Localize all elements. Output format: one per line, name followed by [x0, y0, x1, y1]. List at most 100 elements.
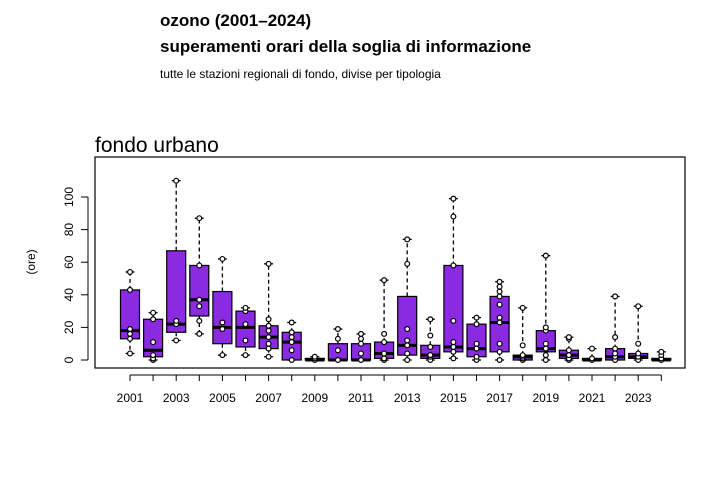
box-2007 — [258, 260, 279, 360]
y-axis: 0 20 40 60 80 100 — [62, 187, 89, 363]
data-point — [542, 352, 549, 359]
data-point — [196, 330, 203, 337]
box-2023 — [628, 303, 649, 364]
box-2010 — [327, 326, 348, 364]
box-iqr — [166, 250, 187, 333]
data-point — [588, 345, 595, 352]
data-point — [450, 339, 457, 346]
data-point — [265, 327, 272, 334]
box-2024 — [651, 348, 672, 364]
data-point — [496, 314, 503, 321]
data-point — [381, 355, 388, 362]
x-tick-label: 2005 — [209, 391, 236, 405]
box-2004 — [189, 215, 210, 337]
data-point — [126, 350, 133, 357]
data-point — [542, 340, 549, 347]
box-2009 — [304, 353, 325, 364]
data-point — [311, 353, 318, 360]
box-2022 — [604, 293, 626, 364]
data-point — [565, 334, 572, 341]
data-point — [450, 195, 457, 202]
data-point — [450, 355, 457, 362]
box-iqr — [443, 264, 464, 353]
data-point — [288, 347, 295, 354]
data-point — [519, 342, 526, 349]
data-point — [196, 303, 203, 310]
x-tick-label: 2009 — [301, 391, 328, 405]
data-point — [265, 316, 272, 323]
data-point — [288, 357, 295, 364]
box-2016 — [466, 314, 487, 364]
box-2011 — [350, 330, 372, 364]
data-point — [542, 357, 549, 364]
data-point — [265, 334, 272, 341]
data-point — [334, 347, 341, 354]
data-point — [150, 316, 157, 323]
data-point — [612, 345, 619, 352]
data-point — [427, 316, 434, 323]
data-point — [565, 352, 572, 359]
data-point — [126, 330, 133, 337]
data-point — [126, 286, 133, 293]
x-tick-label: 2023 — [625, 391, 652, 405]
data-point — [150, 339, 157, 346]
data-point — [173, 317, 180, 324]
plot-frame — [94, 156, 686, 369]
data-point — [635, 303, 642, 310]
box-iqr — [212, 290, 233, 345]
data-point — [404, 326, 411, 333]
data-point — [496, 319, 503, 326]
data-point — [126, 335, 133, 342]
data-point — [473, 340, 480, 347]
data-point — [612, 350, 619, 357]
data-point — [404, 260, 411, 267]
data-point — [635, 350, 642, 357]
y-tick-label: 40 — [62, 288, 76, 302]
data-point — [542, 324, 549, 331]
data-point — [612, 334, 619, 341]
data-point — [196, 262, 203, 269]
data-point — [334, 326, 341, 333]
data-point — [150, 309, 157, 316]
data-point — [404, 342, 411, 349]
x-tick-label: 2007 — [255, 391, 282, 405]
data-point — [219, 255, 226, 262]
data-point — [404, 337, 411, 344]
y-axis-label: (ore) — [24, 249, 38, 274]
data-point — [288, 329, 295, 336]
box-2017 — [489, 278, 510, 364]
data-point — [219, 352, 226, 359]
data-point — [288, 339, 295, 346]
data-point — [496, 288, 503, 295]
data-point — [427, 343, 434, 350]
data-point — [404, 350, 411, 357]
data-point — [219, 319, 226, 326]
data-point — [242, 352, 249, 359]
y-tick-label: 60 — [62, 255, 76, 269]
box-2018 — [512, 304, 533, 364]
data-point — [126, 268, 133, 275]
data-point — [196, 296, 203, 303]
box-2001 — [119, 268, 141, 357]
data-point — [588, 355, 595, 362]
x-tick-label: 2015 — [440, 391, 467, 405]
data-point — [242, 337, 249, 344]
data-point — [473, 353, 480, 360]
data-point — [126, 326, 133, 333]
data-point — [358, 330, 365, 337]
data-point — [450, 213, 457, 220]
chart-title: ozono (2001–2024) — [160, 11, 312, 30]
data-point — [219, 326, 226, 333]
data-point — [196, 215, 203, 222]
data-point — [265, 353, 272, 360]
data-point — [334, 357, 341, 364]
data-point — [381, 339, 388, 346]
data-point — [519, 304, 526, 311]
data-point — [473, 314, 480, 321]
data-point — [450, 348, 457, 355]
data-point — [496, 283, 503, 290]
data-point — [473, 321, 480, 328]
data-point — [173, 337, 180, 344]
data-point — [496, 348, 503, 355]
chart-subtitle: tutte le stazioni regionali di fondo, di… — [160, 67, 441, 81]
